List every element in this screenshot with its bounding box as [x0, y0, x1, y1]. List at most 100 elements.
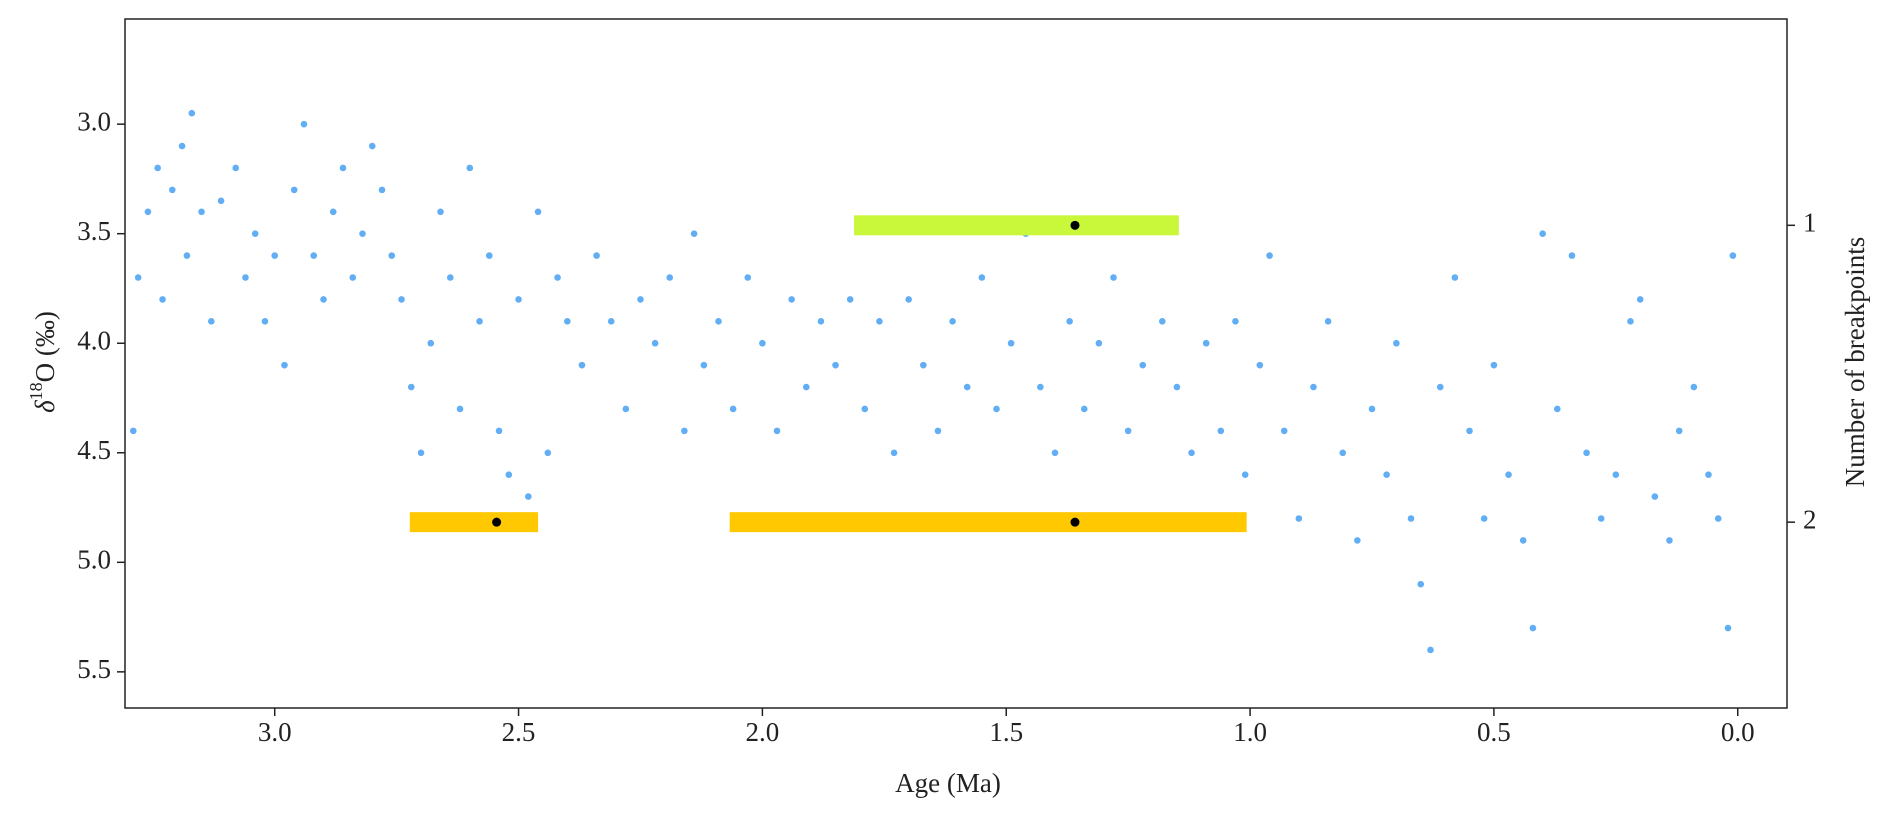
data-point [1393, 339, 1400, 347]
data-point [446, 274, 454, 281]
x-tick-label: 3.0 [258, 717, 292, 747]
data-point [534, 208, 542, 216]
data-point [773, 427, 781, 435]
data-point [1568, 252, 1576, 259]
data-point [1666, 537, 1673, 544]
data-point [154, 164, 161, 172]
data-point [1241, 471, 1249, 478]
data-point [876, 318, 883, 325]
data-point [178, 142, 186, 150]
data-point [1417, 580, 1425, 588]
data-point [1407, 515, 1415, 522]
y-tick-label: 3.0 [77, 106, 111, 136]
data-point [1490, 361, 1498, 369]
data-point [144, 208, 152, 216]
data-point [242, 274, 249, 281]
data-point [1173, 383, 1181, 391]
data-point [1368, 405, 1376, 413]
y-tick-label: 4.5 [77, 435, 111, 465]
data-point [485, 252, 493, 259]
x-tick-label: 2.0 [746, 717, 780, 747]
data-point [1724, 624, 1732, 632]
data-point [978, 274, 986, 281]
data-point [505, 471, 513, 478]
breakpoint-estimate [492, 517, 502, 527]
data-point [607, 318, 615, 325]
data-point [1256, 361, 1264, 369]
data-point [300, 120, 308, 128]
data-point [339, 164, 347, 172]
data-point [817, 318, 825, 325]
data-point [905, 296, 912, 303]
data-point [1729, 252, 1737, 259]
data-point [1529, 624, 1537, 632]
data-point [1519, 537, 1527, 544]
y-tick-label: 5.5 [77, 654, 111, 684]
data-point [1554, 405, 1561, 413]
data-point [949, 318, 956, 325]
data-point [1714, 515, 1722, 522]
data-point [188, 109, 196, 117]
data-point [578, 361, 586, 369]
data-point [1080, 405, 1088, 413]
breakpoint-interval [854, 215, 1179, 236]
data-point [729, 405, 737, 413]
data-point [1505, 471, 1512, 478]
data-point [198, 208, 205, 216]
data-point [515, 296, 522, 303]
data-point [1217, 427, 1225, 435]
data-point [378, 186, 386, 194]
data-point [637, 296, 644, 303]
y-tick-label: 5.0 [77, 545, 111, 575]
data-point [1037, 383, 1044, 391]
data-point [963, 383, 971, 391]
data-point [1612, 471, 1620, 478]
y2-tick-label: 2 [1803, 504, 1817, 534]
x-tick-label: 0.0 [1721, 717, 1755, 747]
data-point [1651, 493, 1659, 500]
data-point [1427, 646, 1434, 654]
data-point [1139, 361, 1147, 369]
data-point [744, 274, 752, 281]
data-point [544, 449, 552, 457]
data-point [388, 252, 396, 259]
data-point [690, 230, 698, 237]
data-point [1627, 318, 1634, 325]
data-point [1110, 274, 1117, 281]
data-point [1158, 318, 1166, 325]
breakpoint-estimate [1070, 517, 1080, 527]
data-point [593, 252, 600, 259]
data-point [861, 405, 869, 413]
data-point [1051, 449, 1059, 457]
data-point [320, 296, 327, 303]
y-tick-label: 3.5 [77, 216, 111, 246]
data-point [1436, 383, 1444, 391]
data-point [290, 186, 298, 194]
data-point [261, 318, 269, 325]
x-axis-label: Age (Ma) [895, 768, 1001, 798]
x-tick-label: 0.5 [1477, 717, 1511, 747]
data-point [134, 274, 142, 281]
data-point [232, 164, 240, 172]
data-point [476, 318, 483, 325]
data-point [920, 361, 927, 369]
data-point [1339, 449, 1347, 457]
data-point [1295, 515, 1303, 522]
data-point [1124, 427, 1132, 435]
data-point [417, 449, 425, 457]
data-point [700, 361, 708, 369]
data-point [1324, 318, 1332, 325]
x-tick-label: 2.5 [502, 717, 536, 747]
data-point [1466, 427, 1473, 435]
data-point [359, 230, 366, 237]
breakpoint-estimate [1070, 220, 1080, 230]
data-point [934, 427, 942, 435]
data-point [1451, 274, 1459, 281]
data-point [802, 383, 810, 391]
data-point [1232, 318, 1239, 325]
data-point [715, 318, 722, 325]
data-point [622, 405, 630, 413]
data-point [1383, 471, 1390, 478]
plot-frame [124, 18, 1788, 709]
